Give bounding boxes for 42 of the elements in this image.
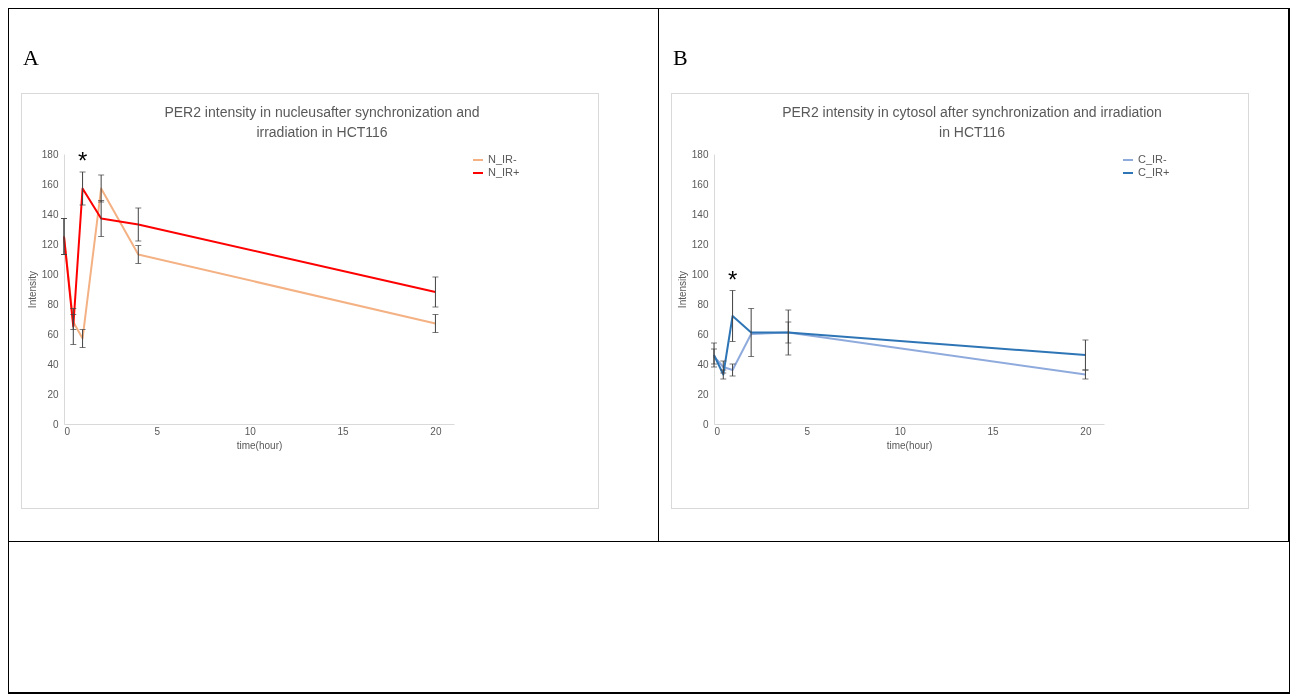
chart-title: PER2 intensity in cytosol after synchronization and irradiation in HCT116 <box>782 103 1162 142</box>
x-tick-label: 0 <box>64 425 71 437</box>
x-axis-title: time(hour) <box>236 439 283 451</box>
y-tick-label: 40 <box>697 358 709 370</box>
y-tick-label: 20 <box>697 388 709 400</box>
y-tick-label: 100 <box>691 268 709 280</box>
legend-label: C_IR+ <box>1138 166 1170 178</box>
x-tick-label: 5 <box>804 425 811 437</box>
x-tick-label: 15 <box>337 425 350 437</box>
chart-title: PER2 intensity in nucleusafter synchronization and irradiation in HCT116 <box>163 103 481 142</box>
x-tick-label: 5 <box>154 425 161 437</box>
y-axis-title: Intensity <box>676 270 688 309</box>
y-tick-label: 120 <box>691 238 709 250</box>
y-tick-label: 120 <box>41 238 59 250</box>
x-tick-label: 0 <box>714 425 721 437</box>
y-tick-label: 80 <box>47 298 59 310</box>
annotation: * <box>727 265 738 293</box>
text: A <box>23 45 39 71</box>
x-axis-title: time(hour) <box>886 439 933 451</box>
y-tick-label: 160 <box>691 178 709 190</box>
x-tick-label: 15 <box>987 425 1000 437</box>
y-tick-label: 140 <box>41 208 59 220</box>
legend-label: N_IR+ <box>488 166 520 178</box>
x-tick-label: 20 <box>430 425 442 437</box>
y-tick-label: 80 <box>697 298 709 310</box>
legend-label: C_IR- <box>1138 153 1168 165</box>
y-tick-label: 60 <box>47 328 59 340</box>
y-tick-label: 40 <box>47 358 59 370</box>
y-tick-label: 20 <box>47 388 59 400</box>
legend-label: N_IR- <box>488 153 518 165</box>
annotation: * <box>77 147 88 174</box>
text: B <box>673 45 688 71</box>
x-tick-label: 10 <box>244 425 257 437</box>
y-tick-label: 180 <box>41 148 59 160</box>
y-axis-title: Intensity <box>26 270 38 309</box>
y-tick-label: 100 <box>41 268 59 280</box>
y-tick-label: 140 <box>691 208 709 220</box>
y-tick-label: 180 <box>691 148 709 160</box>
x-tick-label: 20 <box>1080 425 1092 437</box>
y-tick-label: 160 <box>41 178 59 190</box>
x-tick-label: 10 <box>894 425 907 437</box>
y-tick-label: 60 <box>697 328 709 340</box>
